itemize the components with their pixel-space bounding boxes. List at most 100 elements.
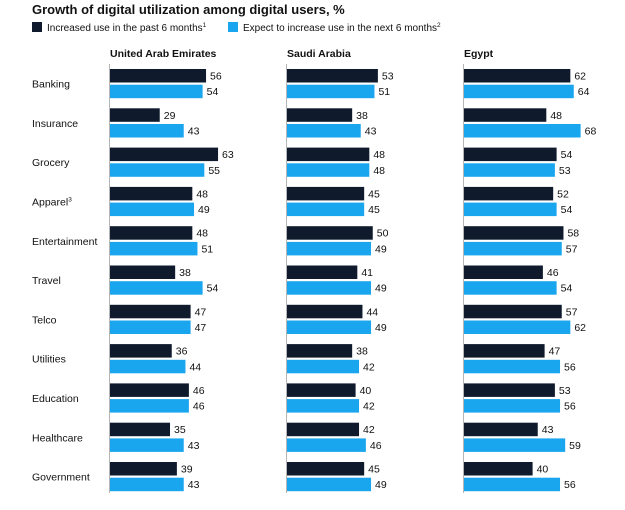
bar (464, 84, 574, 99)
data-label: 38 (356, 346, 368, 358)
data-label: 52 (557, 188, 569, 200)
category-label: Grocery (32, 157, 70, 169)
bar (110, 163, 205, 177)
data-label: 40 (360, 385, 372, 397)
data-label: 54 (561, 204, 573, 216)
category-label: Government (32, 472, 90, 484)
data-label: 41 (361, 267, 373, 279)
bar (287, 84, 375, 99)
legend-label-next: Expect to increase use in the next 6 mon… (243, 22, 441, 34)
bar (287, 163, 370, 177)
legend-swatch-next (228, 22, 238, 32)
data-label: 40 (537, 464, 549, 476)
data-label: 54 (207, 283, 219, 295)
data-label: 48 (550, 110, 562, 122)
panel: United Arab Emirates 56 29 63 48 48 38 47 36 46 35… (109, 48, 234, 493)
bar (464, 186, 554, 201)
bar (110, 202, 195, 217)
bar (287, 422, 360, 437)
data-label: 44 (189, 361, 201, 373)
bar (110, 69, 207, 83)
data-label: 59 (569, 440, 581, 452)
data-label: 54 (561, 149, 573, 161)
data-label: 42 (363, 401, 375, 413)
bar (287, 147, 370, 162)
bar (287, 462, 365, 476)
data-label: 47 (195, 306, 207, 318)
data-label: 45 (368, 188, 380, 200)
bar (110, 84, 203, 99)
data-label: 54 (561, 283, 573, 295)
bar (110, 383, 189, 397)
bar (287, 202, 365, 217)
data-label: 56 (564, 479, 576, 491)
bar (464, 462, 533, 476)
category-label: Entertainment (32, 236, 97, 248)
category-label: Healthcare (32, 432, 83, 444)
data-label: 49 (375, 243, 387, 255)
category-label: Telco (32, 314, 57, 326)
bar (287, 186, 365, 201)
bar (464, 383, 555, 397)
bar (464, 202, 557, 217)
data-label: 48 (373, 149, 385, 161)
category-label: Utilities (32, 354, 66, 366)
bar (464, 304, 562, 319)
data-label: 46 (193, 385, 205, 397)
bar (110, 281, 203, 295)
bar (287, 477, 372, 492)
data-label: 50 (377, 228, 389, 240)
legend-swatch-past (32, 22, 42, 32)
bar (464, 344, 545, 358)
data-label: 43 (365, 126, 377, 138)
data-label: 53 (382, 71, 394, 83)
data-label: 39 (181, 464, 193, 476)
bar (464, 399, 561, 413)
bar (287, 241, 372, 256)
bar (110, 304, 191, 319)
data-label: 68 (585, 126, 597, 138)
category-label: Banking (32, 79, 70, 91)
data-label: 35 (174, 424, 186, 436)
bar (110, 438, 184, 452)
data-label: 44 (366, 306, 378, 318)
bar (110, 344, 172, 358)
data-label: 49 (375, 283, 387, 295)
bar (287, 383, 356, 397)
bar (110, 226, 193, 240)
data-label: 56 (564, 361, 576, 373)
legend: Increased use in the past 6 months1 Expe… (32, 22, 441, 34)
data-label: 58 (567, 228, 579, 240)
data-label: 57 (566, 243, 578, 255)
data-label: 46 (547, 267, 559, 279)
data-label: 43 (188, 479, 200, 491)
data-label: 46 (370, 440, 382, 452)
bar (287, 281, 372, 295)
category-labels: Banking Insurance Grocery Apparel3 Entertain… (32, 79, 97, 484)
bar (110, 422, 171, 437)
panel-title: Egypt (464, 48, 494, 60)
panel: Egypt 62 48 54 52 58 46 57 47 53 43 40 64 68 53 54 57 54 6… (463, 48, 597, 493)
data-label: 45 (368, 204, 380, 216)
bar (464, 422, 538, 437)
bar (110, 462, 177, 476)
bar (110, 265, 176, 279)
bar (464, 147, 557, 162)
bar (287, 359, 360, 374)
data-label: 64 (578, 86, 590, 98)
bar (464, 477, 561, 492)
bar (464, 69, 571, 83)
bar (464, 108, 547, 122)
bar (464, 320, 571, 334)
category-label: Insurance (32, 118, 78, 130)
bar (287, 69, 378, 83)
bar (110, 241, 198, 256)
panel-title: Saudi Arabia (287, 48, 351, 60)
data-label: 63 (222, 149, 234, 161)
data-label: 51 (378, 86, 390, 98)
category-label: Education (32, 393, 79, 405)
bar (110, 147, 219, 162)
bar (110, 399, 189, 413)
panel-title: United Arab Emirates (110, 48, 217, 60)
bar (287, 265, 358, 279)
